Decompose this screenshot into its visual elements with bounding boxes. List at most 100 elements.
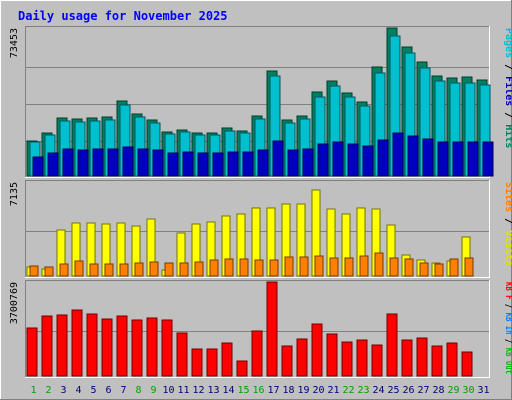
bar-pages: [137, 148, 149, 177]
bar-pages: [392, 132, 404, 177]
bar-sites: [74, 260, 84, 277]
day-labels: 1 2 3 4 5 6 7 8 9 10 11 12 13 14 15 16 17 18 19 20 21 22 23 24 2…: [30, 385, 489, 396]
bar-pages: [152, 149, 164, 177]
day-label: 19: [297, 385, 309, 396]
bar-pages: [92, 148, 104, 177]
day-label: 24: [372, 385, 384, 396]
chart-title: Daily usage for November 2025: [18, 9, 228, 23]
bar-sites: [404, 258, 414, 277]
axis-legend-part: Pages: [503, 28, 512, 58]
bar-sites: [314, 255, 324, 277]
day-label: 26: [402, 385, 414, 396]
day-label: 7: [120, 385, 126, 396]
bar-pages: [197, 152, 209, 177]
bar-pages: [317, 143, 329, 177]
bar-pages: [467, 141, 479, 177]
bar-kb-f: [266, 281, 278, 377]
bar-kb-f: [356, 339, 368, 377]
bar-sites: [179, 262, 189, 277]
day-label: 28: [432, 385, 444, 396]
axis-legend-part: KB In: [503, 313, 512, 335]
bar-pages: [422, 138, 434, 177]
bar-sites: [119, 263, 129, 277]
bar-kb-f: [371, 344, 383, 377]
bar-kb-f: [416, 337, 428, 377]
bar-sites: [359, 255, 369, 277]
bar-pages: [287, 149, 299, 177]
axis-legend-label: Pages / Files / Hits: [503, 28, 512, 148]
bar-kb-f: [161, 319, 173, 377]
hits-files-pages-panel: 73453 Pages / Files / Hits: [9, 26, 512, 178]
axis-legend-label: Sites / Visits: [503, 182, 512, 266]
bar-pages: [302, 148, 314, 177]
bar-kb-f: [56, 314, 68, 377]
bar-sites: [29, 265, 39, 277]
bar-kb-f: [41, 315, 53, 377]
bar-kb-f: [146, 317, 158, 377]
day-label: 12: [192, 385, 204, 396]
axis-legend-label: KB F / KB In / KB Out: [503, 282, 512, 374]
day-label: 6: [105, 385, 111, 396]
bar-sites: [134, 262, 144, 277]
kbytes-panel: 3700769 KB F / KB In / KB Out: [9, 280, 512, 378]
bar-kb-f: [26, 327, 38, 377]
y-max-label: 73453: [9, 28, 20, 58]
bar-pages: [347, 143, 359, 177]
day-label: 16: [252, 385, 264, 396]
bar-pages: [212, 152, 224, 177]
day-label: 15: [237, 385, 249, 396]
day-label: 23: [357, 385, 369, 396]
bar-pages: [332, 141, 344, 177]
bar-kb-f: [221, 342, 233, 377]
bar-sites: [389, 257, 399, 277]
bar-pages: [482, 141, 494, 177]
day-label: 14: [222, 385, 234, 396]
bar-kb-f: [341, 341, 353, 377]
bar-pages: [107, 148, 119, 177]
bar-pages: [242, 151, 254, 177]
axis-legend-part: KB Out: [503, 348, 512, 374]
day-label: 10: [162, 385, 174, 396]
bar-pages: [377, 139, 389, 177]
day-label: 27: [417, 385, 429, 396]
bar-sites: [209, 259, 219, 277]
day-label: 13: [207, 385, 219, 396]
day-label: 4: [75, 385, 81, 396]
bar-kb-f: [176, 332, 188, 377]
y-max-label: 3700769: [9, 282, 20, 324]
bar-pages: [452, 141, 464, 177]
day-label: 21: [327, 385, 339, 396]
bar-sites: [329, 257, 339, 277]
axis-legend-part: Files: [503, 76, 512, 106]
bar-kb-f: [311, 323, 323, 377]
day-label: 31: [477, 385, 489, 396]
axis-legend-part: Hits: [503, 124, 512, 148]
bar-sites: [44, 266, 54, 277]
bar-kb-f: [251, 330, 263, 377]
bar-sites: [344, 257, 354, 277]
bar-kb-f: [446, 342, 458, 377]
bar-sites: [464, 257, 474, 277]
bar-pages: [167, 152, 179, 177]
day-label: 29: [447, 385, 459, 396]
bar-kb-f: [116, 315, 128, 377]
day-label: 30: [462, 385, 474, 396]
bar-kb-f: [191, 348, 203, 377]
bar-pages: [272, 140, 284, 177]
day-label: 20: [312, 385, 324, 396]
bar-pages: [227, 151, 239, 177]
day-label: 2: [45, 385, 51, 396]
bar-sites: [284, 256, 294, 277]
bar-sites: [164, 262, 174, 277]
bar-kb-f: [386, 313, 398, 377]
bar-kb-f: [461, 351, 473, 377]
bar-pages: [362, 145, 374, 177]
bar-pages: [407, 135, 419, 177]
bar-pages: [62, 148, 74, 177]
bar-sites: [149, 261, 159, 277]
day-label: 25: [387, 385, 399, 396]
bar-kb-f: [101, 318, 113, 377]
bar-sites: [374, 252, 384, 277]
day-label: 11: [177, 385, 189, 396]
